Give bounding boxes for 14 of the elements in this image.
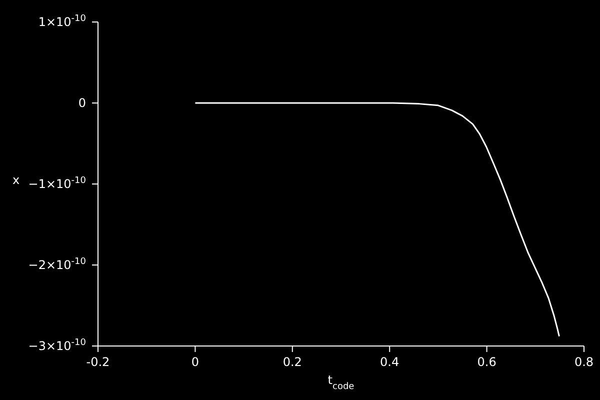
x-tick-label: 0 bbox=[191, 355, 200, 369]
line-series bbox=[194, 102, 560, 338]
x-tick-label: 0.2 bbox=[282, 355, 302, 369]
y-tick-label: 0 bbox=[78, 96, 86, 110]
y-axis-title: x bbox=[12, 173, 20, 187]
x-tick-label: 0.8 bbox=[574, 355, 594, 369]
x-tick-label: 0.4 bbox=[380, 355, 400, 369]
x-tick-label: -0.2 bbox=[86, 355, 110, 369]
y-tick-label: −1×10$^{-10}$ bbox=[28, 176, 86, 191]
x-axis-title: t$_{code}$ bbox=[328, 373, 355, 392]
y-tick-label: −2×10$^{-10}$ bbox=[28, 257, 86, 272]
y-tick-label: 1×10$^{-10}$ bbox=[38, 14, 86, 29]
y-tick-label: −3×10$^{-10}$ bbox=[28, 338, 86, 353]
x-tick-label: 0.6 bbox=[477, 355, 496, 369]
